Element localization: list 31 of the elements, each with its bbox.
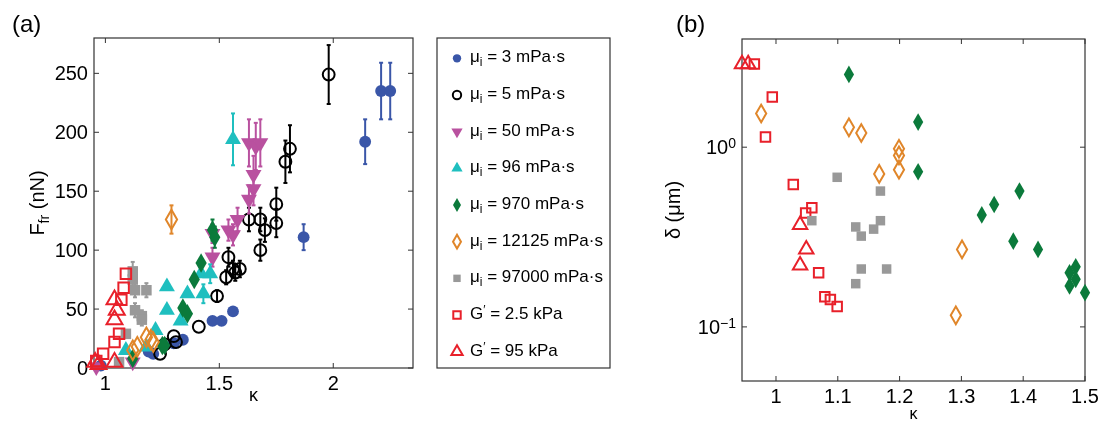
legend-label: μ$_{i}$ = 970 mPa·s (470, 194, 585, 217)
legend-label: μ$_{i}$ = 96 mPa·s (470, 157, 575, 180)
y-tick-label: 100 (54, 239, 88, 262)
y-axis-title: δ (μm) (662, 180, 684, 240)
legend-label: G$^{′}$ = 2.5 kPa (470, 302, 564, 323)
x-tick-label: 1.2 (885, 385, 914, 407)
y-tick-label: 150 (54, 180, 88, 203)
legend-label: μ$_{i}$ = 3 mPa·s (470, 47, 566, 70)
legend-label: μ$_{i}$ = 12125 mPa·s (470, 230, 603, 253)
legend-label: G$^{′}$ = 95 kPa (470, 339, 559, 360)
x-tick-label: 1 (99, 372, 111, 394)
x-tick-label: 1.5 (205, 372, 234, 394)
y-tick-label: 0 (76, 357, 88, 379)
x-tick-label: 1.4 (1009, 385, 1038, 407)
x-tick-label: 1.5 (1071, 385, 1099, 407)
x-tick-label: 2 (327, 372, 339, 394)
y-tick-label: 50 (65, 298, 88, 321)
x-tick-label: 1.1 (823, 385, 852, 407)
legend-label: μ$_{i}$ = 5 mPa·s (470, 84, 566, 107)
x-axis-title: κ (909, 405, 919, 421)
x-axis-title: κ (249, 385, 259, 405)
y-tick-label: 200 (54, 121, 88, 144)
y-tick-label: 10$^{0}$ (705, 134, 737, 159)
chart-title: (a) (12, 10, 42, 37)
x-tick-label: 1.3 (947, 385, 976, 407)
y-tick-label: 10$^{−1}$ (697, 314, 737, 338)
chart-title: (b) (676, 10, 706, 37)
y-tick-label: 250 (54, 62, 88, 85)
legend-label: μ$_{i}$ = 50 mPa·s (470, 120, 575, 143)
legend-label: μ$_{i}$ = 97000 mPa·s (470, 267, 603, 290)
x-tick-label: 1 (770, 385, 782, 407)
